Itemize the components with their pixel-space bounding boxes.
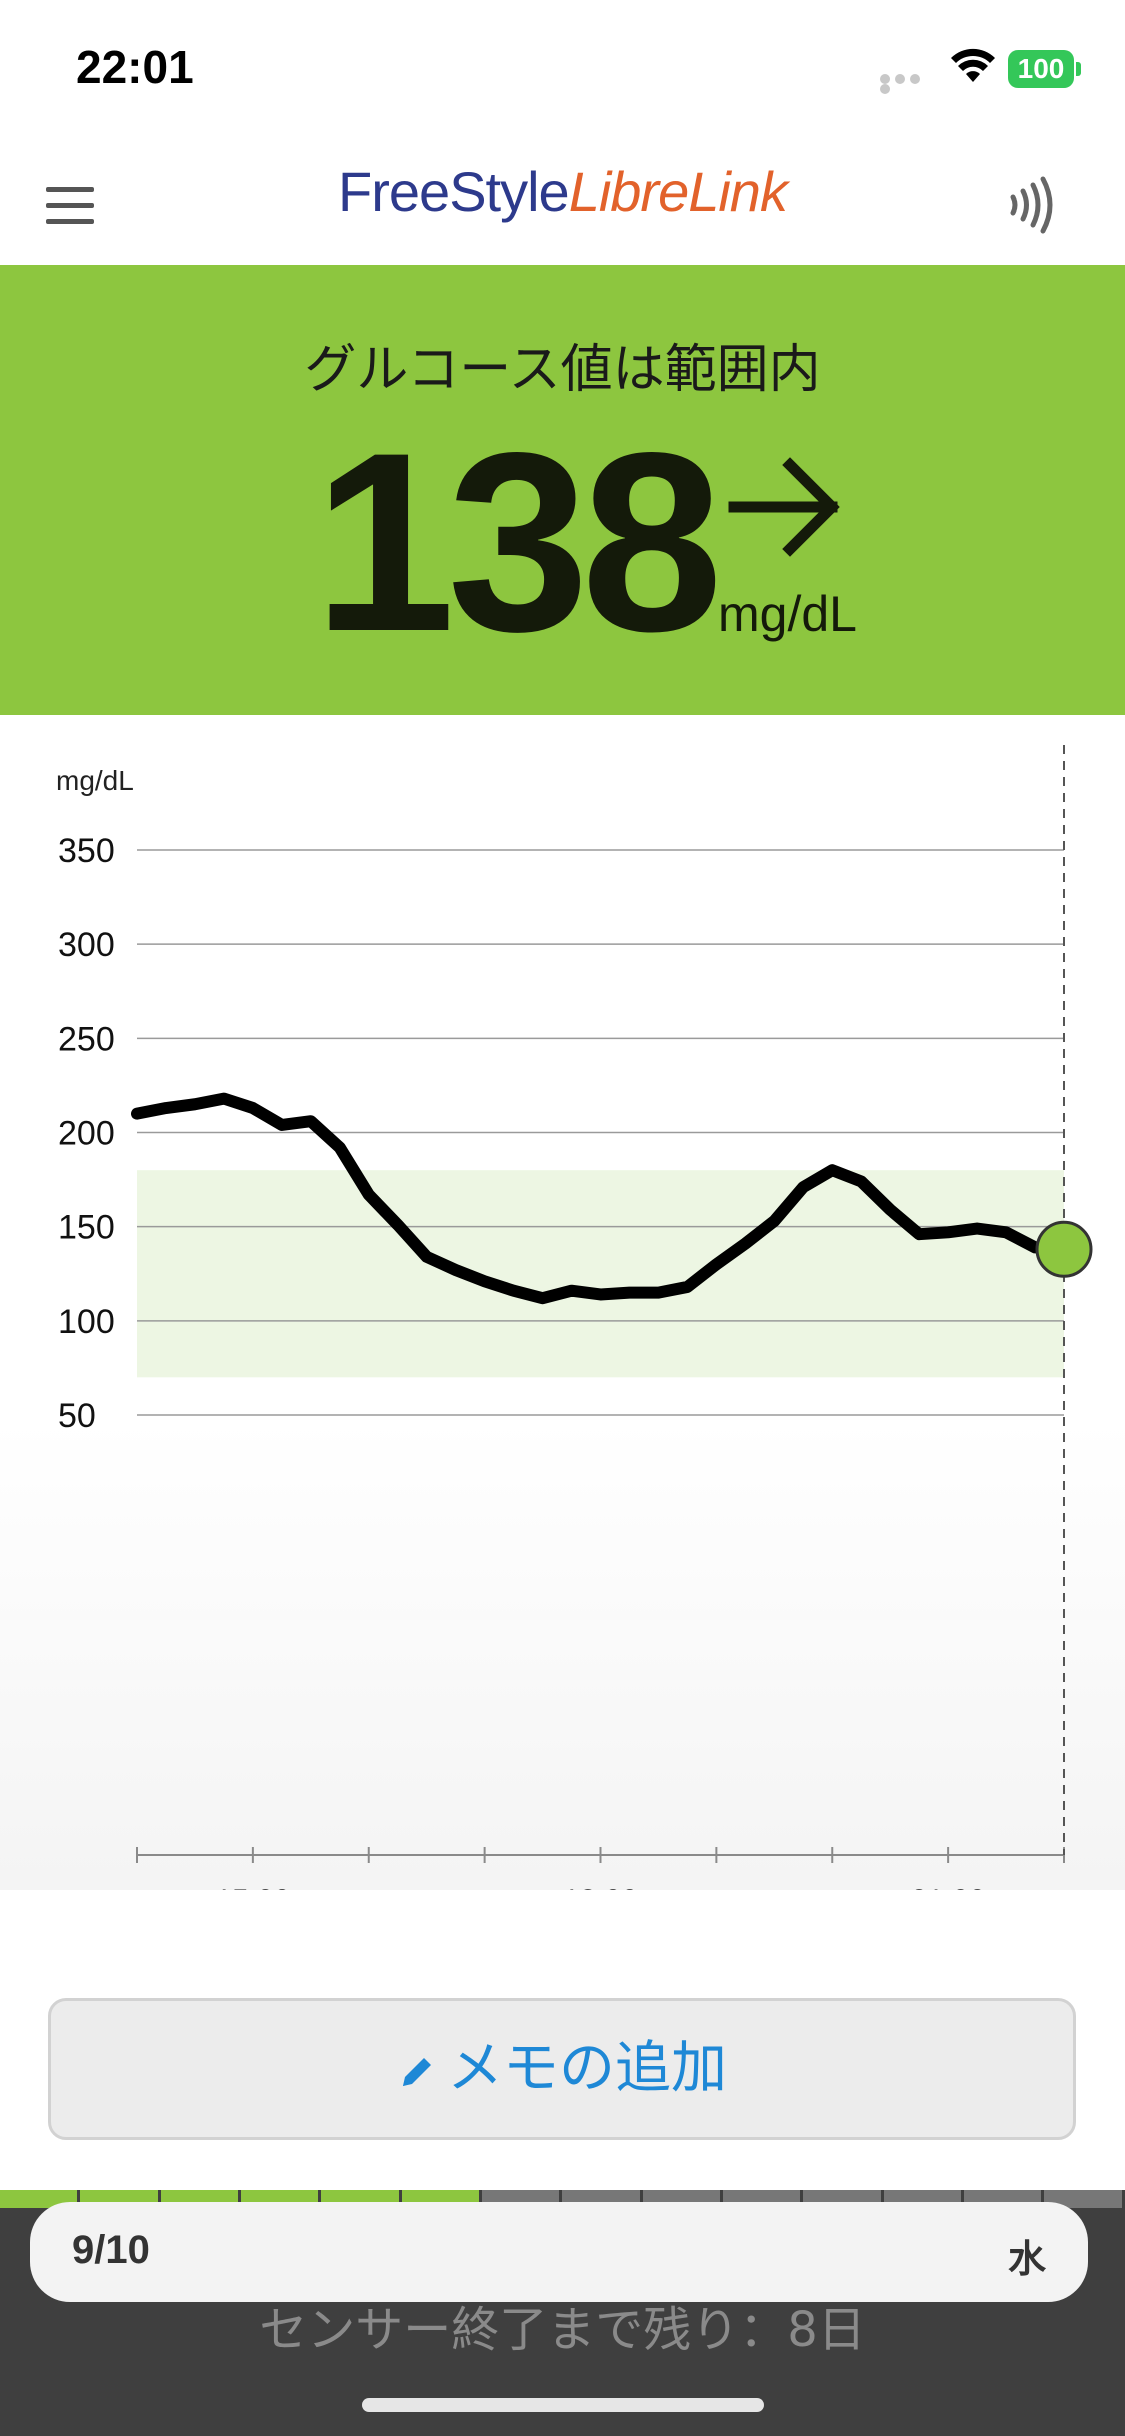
weekday-text: 水 [1007, 2237, 1046, 2281]
y-tick-label: 200 [58, 1115, 115, 1153]
nfc-scan-icon[interactable] [1005, 175, 1065, 235]
y-tick-label: 100 [58, 1303, 115, 1341]
y-tick-label: 150 [58, 1209, 115, 1247]
glucose-chart: mg/dL 350 300 250 200 150 100 50 15:00 18:00 21:0… [0, 715, 1125, 1890]
glucose-status-text: グルコース値は範囲内 [304, 340, 821, 400]
current-reading-marker [1035, 1220, 1093, 1278]
y-tick-label: 250 [58, 1020, 115, 1058]
chart-y-unit-label: mg/dL [56, 765, 134, 796]
sensor-remaining-text: センサー終了まで残り：8日 [259, 2302, 866, 2358]
y-tick-label: 350 [58, 832, 115, 870]
app-logo: FreeStyleLibreLink [0, 159, 1125, 224]
cellular-signal-icon [880, 74, 936, 94]
battery-level: 100 [1017, 53, 1065, 84]
x-tick-label: 21:00 [911, 1884, 986, 1890]
battery-icon: 100 [1008, 50, 1081, 88]
trend-arrow-right-icon [728, 457, 840, 557]
menu-icon[interactable] [46, 187, 94, 225]
y-tick-label: 300 [58, 926, 115, 964]
add-memo-label: メモの追加 [447, 2036, 727, 2101]
y-tick-label: 50 [58, 1397, 96, 1435]
target-range-band [137, 1170, 1064, 1378]
x-tick-label: 15:00 [215, 1884, 290, 1890]
date-text: 9/10 [72, 2228, 150, 2272]
glucose-line [131, 1092, 1070, 1305]
sensor-progress-segment [1044, 2190, 1125, 2208]
glucose-value: 138 [313, 400, 723, 685]
logo-librelink: LibreLink [568, 160, 788, 223]
status-bar: 22:01 100 [0, 0, 1125, 135]
date-bar[interactable]: 9/10 水 [30, 2202, 1088, 2302]
add-memo-button[interactable]: メモの追加 [48, 1998, 1076, 2140]
logo-freestyle: FreeStyle [338, 160, 570, 223]
glucose-banner: グルコース値は範囲内 138 mg/dL [0, 265, 1125, 715]
status-time: 22:01 [76, 41, 194, 93]
x-tick-label: 18:00 [563, 1884, 638, 1890]
home-indicator[interactable] [362, 2398, 764, 2412]
pencil-icon [403, 2057, 431, 2086]
app-header: FreeStyleLibreLink [0, 135, 1125, 265]
wifi-icon [951, 48, 995, 82]
glucose-unit: mg/dL [718, 586, 857, 642]
chart-svg: mg/dL 350 300 250 200 150 100 50 15:00 18:00 21:0… [56, 745, 1093, 1890]
